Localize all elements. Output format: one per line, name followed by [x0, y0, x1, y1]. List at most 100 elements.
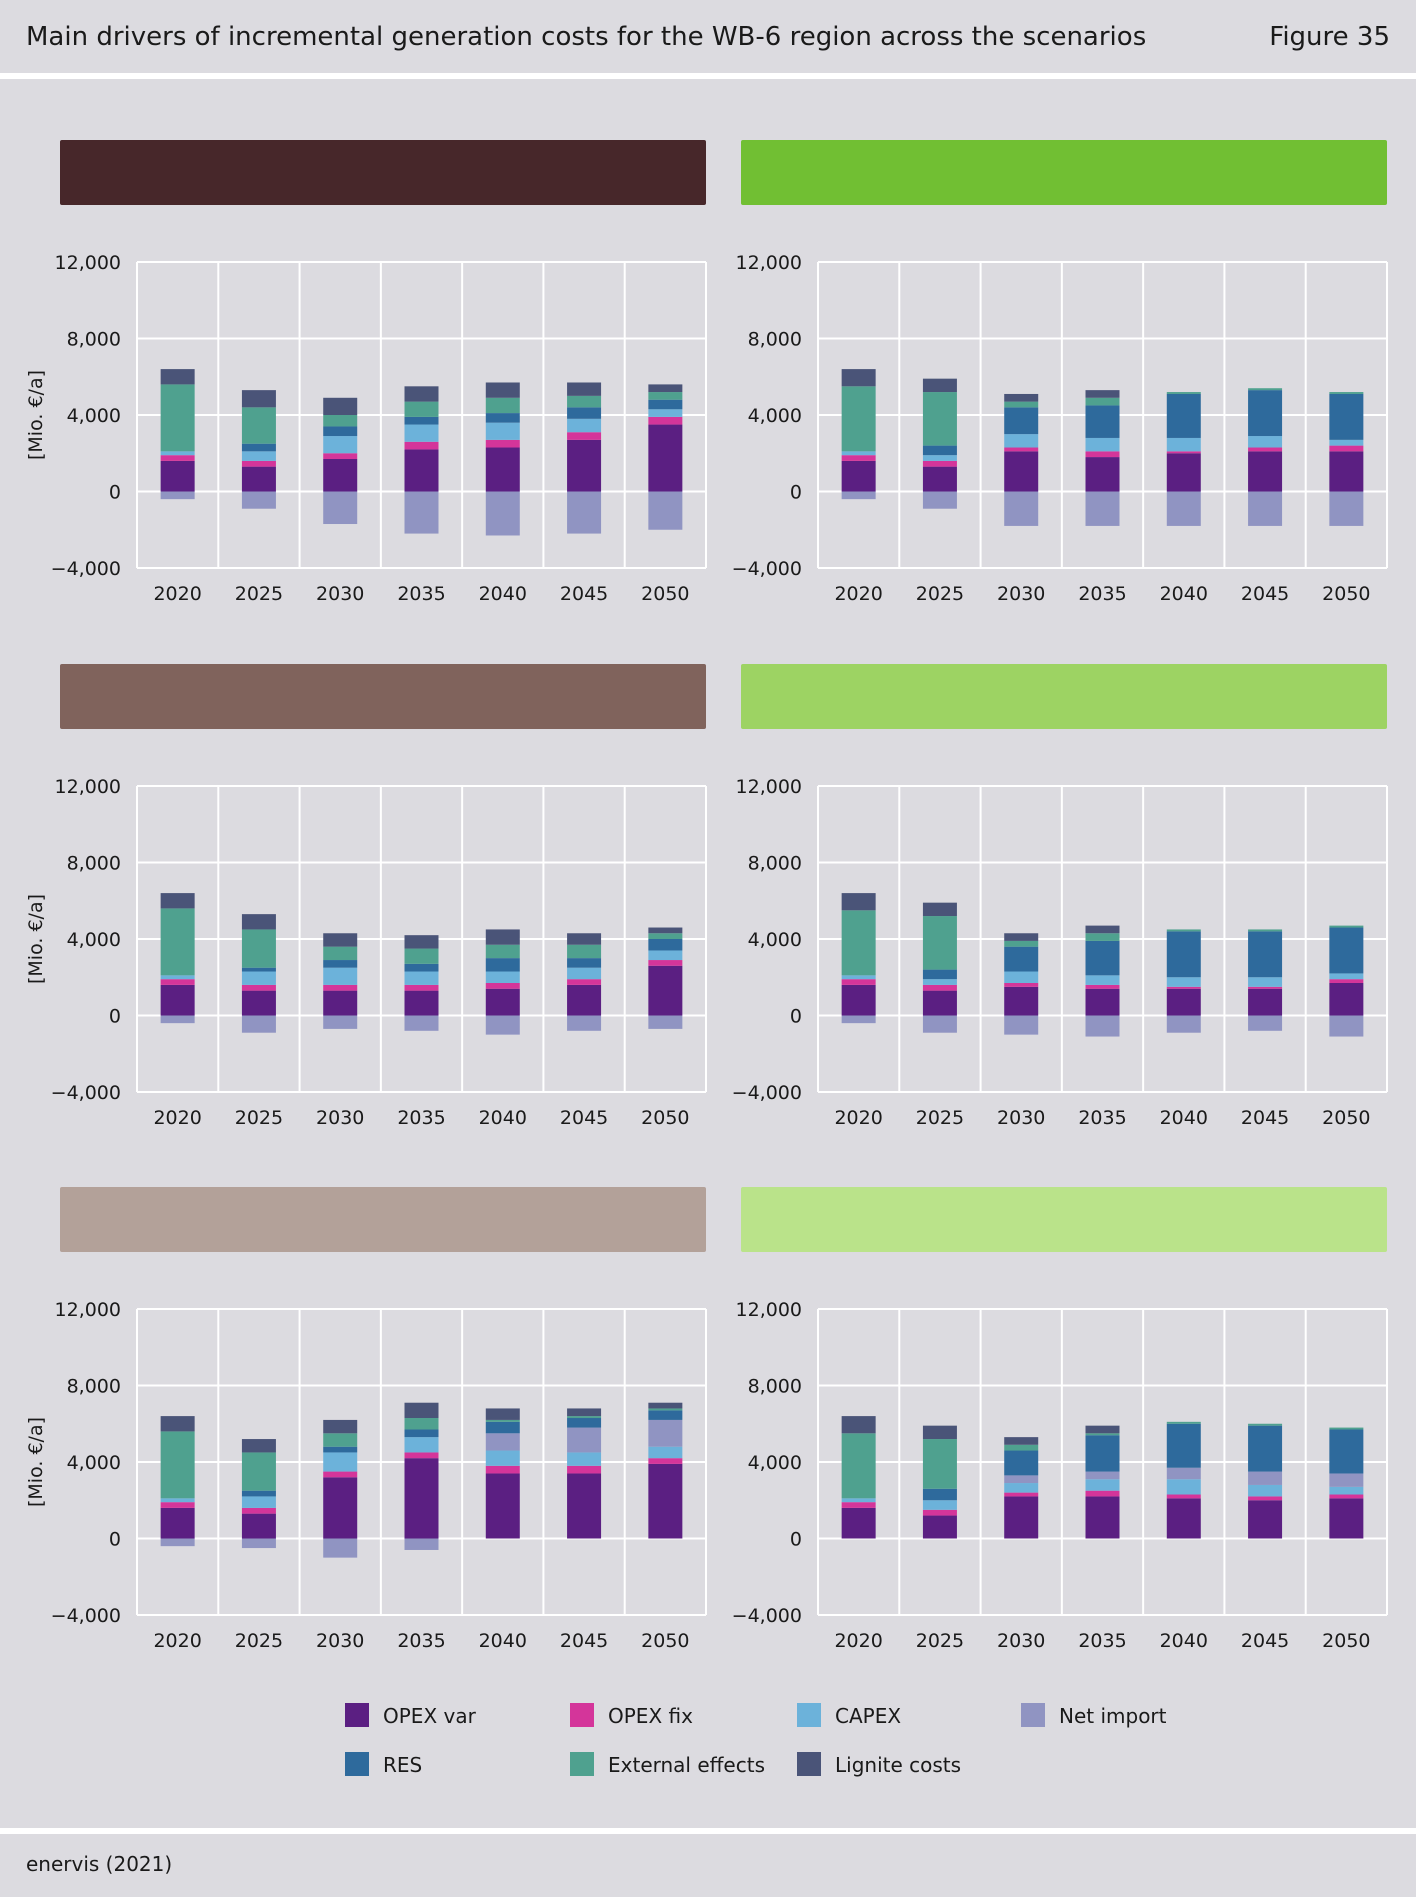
bar-segment-capex — [404, 424, 439, 442]
x-tick-label: 2040 — [1160, 1630, 1208, 1652]
bar-segment-opex-fix — [567, 432, 602, 440]
y-tick-label: 8,000 — [67, 1376, 121, 1398]
bar-segment-res — [1085, 940, 1120, 976]
legend-label: Lignite costs — [835, 1753, 961, 1777]
bar-segment-opex-fix — [404, 984, 439, 991]
x-tick-label: 2025 — [235, 583, 283, 605]
x-tick-label: 2020 — [834, 583, 882, 605]
bar-segment-opex-fix — [404, 441, 439, 450]
bar-segment-opex-fix — [841, 979, 876, 985]
x-tick-label: 2020 — [834, 1630, 882, 1652]
bar-segment-lignite — [485, 929, 520, 945]
bar-segment-lignite — [841, 369, 876, 387]
bar-segment-capex — [1004, 1483, 1039, 1493]
bar-segment-lignite — [1085, 925, 1120, 934]
bar-segment-opex-fix — [1166, 986, 1201, 989]
bar-segment-lignite — [1085, 1425, 1120, 1434]
bar-segment-opex-var — [922, 990, 957, 1016]
bar-segment-capex — [1248, 977, 1283, 987]
bar-segment-capex — [567, 967, 602, 980]
bar-segment-capex — [404, 971, 439, 985]
y-tick-label: 12,000 — [736, 252, 802, 274]
legend-swatch — [345, 1752, 369, 1776]
bar-segment-capex — [841, 451, 876, 456]
bar-segment-opex-fix — [567, 1465, 602, 1474]
bar-segment-net-import — [1248, 1471, 1283, 1485]
bar-segment-external — [648, 1408, 683, 1411]
bar-segment-external — [648, 392, 683, 400]
y-tick-label: 4,000 — [67, 929, 121, 951]
bar-segment-external — [648, 933, 683, 939]
legend-swatch — [570, 1703, 594, 1727]
bar-segment-net-import — [323, 1538, 358, 1558]
bar-segment-external — [323, 415, 358, 427]
bar-segment-opex-fix — [922, 1509, 957, 1516]
bar-segment-net-import — [1004, 1475, 1039, 1484]
scenario-banner — [741, 140, 1387, 205]
bar-segment-lignite — [160, 369, 195, 385]
y-axis-label: [Mio. €/a] — [25, 894, 47, 984]
bar-segment-external — [241, 407, 276, 444]
bar-segment-capex — [1166, 1479, 1201, 1495]
x-tick-label: 2020 — [834, 1107, 882, 1129]
bar-segment-res — [404, 963, 439, 972]
legend-label: RES — [383, 1753, 422, 1777]
x-tick-label: 2045 — [560, 1630, 608, 1652]
bar-segment-capex — [241, 971, 276, 985]
x-tick-label: 2025 — [916, 1107, 964, 1129]
x-tick-label: 2050 — [641, 583, 689, 605]
bar-segment-net-import — [323, 1015, 358, 1029]
footer-rule — [0, 1828, 1416, 1834]
y-tick-label: 12,000 — [55, 252, 121, 274]
bar-segment-capex — [485, 971, 520, 983]
bar-segment-opex-var — [323, 990, 358, 1016]
bar-segment-capex — [485, 422, 520, 440]
bar-segment-opex-fix — [1085, 1490, 1120, 1497]
bar-segment-capex — [1329, 973, 1364, 980]
bar-segment-capex — [1248, 436, 1283, 448]
scenario-banner — [60, 1187, 706, 1252]
bar-segment-lignite — [648, 1402, 683, 1409]
x-tick-label: 2045 — [1241, 1107, 1289, 1129]
bar-segment-external — [1166, 929, 1201, 932]
x-tick-label: 2045 — [1241, 1630, 1289, 1652]
y-tick-label: 12,000 — [736, 776, 802, 798]
bar-segment-res — [1004, 407, 1039, 435]
x-tick-label: 2040 — [479, 1107, 527, 1129]
bar-segment-lignite — [922, 1425, 957, 1440]
y-tick-label: 0 — [790, 1529, 802, 1551]
bar-segment-lignite — [841, 893, 876, 911]
bar-segment-capex — [160, 451, 195, 456]
bar-segment-opex-var — [1085, 988, 1120, 1016]
bar-segment-opex-fix — [485, 982, 520, 989]
chart-panel-3: 12,000 8,000 4,000 0 −4,000 [Mio. €/a] 2020 202… — [25, 664, 707, 1129]
bar-segment-res — [1248, 1425, 1283, 1472]
bar-segment-opex-fix — [323, 984, 358, 991]
bar-segment-net-import — [1329, 1015, 1364, 1037]
y-tick-label: 0 — [109, 1006, 121, 1028]
bar-segment-opex-fix — [1248, 1496, 1283, 1501]
bar-segment-external — [841, 1433, 876, 1499]
bar-segment-opex-var — [1166, 1498, 1201, 1539]
bar-segment-net-import — [1085, 491, 1120, 526]
bar-segment-opex-fix — [160, 1502, 195, 1508]
bar-segment-capex — [1166, 437, 1201, 452]
legend-item: OPEX fix — [570, 1703, 693, 1728]
bar-segment-opex-var — [404, 990, 439, 1016]
y-tick-label: −4,000 — [51, 1605, 121, 1627]
legend-item: CAPEX — [797, 1703, 901, 1728]
bar-segment-net-import — [241, 1538, 276, 1549]
x-tick-label: 2030 — [997, 1630, 1045, 1652]
bar-segment-capex — [1085, 437, 1120, 452]
bar-segment-opex-fix — [1248, 986, 1283, 989]
bar-segment-external — [922, 392, 957, 446]
bar-segment-opex-var — [485, 1473, 520, 1539]
bar-segment-opex-fix — [841, 1502, 876, 1508]
legend-label: OPEX fix — [608, 1704, 693, 1728]
bar-segment-opex-var — [567, 1473, 602, 1539]
y-tick-label: 0 — [790, 482, 802, 504]
bar-segment-lignite — [323, 397, 358, 415]
bar-segment-external — [241, 929, 276, 968]
bar-segment-external — [241, 1452, 276, 1491]
